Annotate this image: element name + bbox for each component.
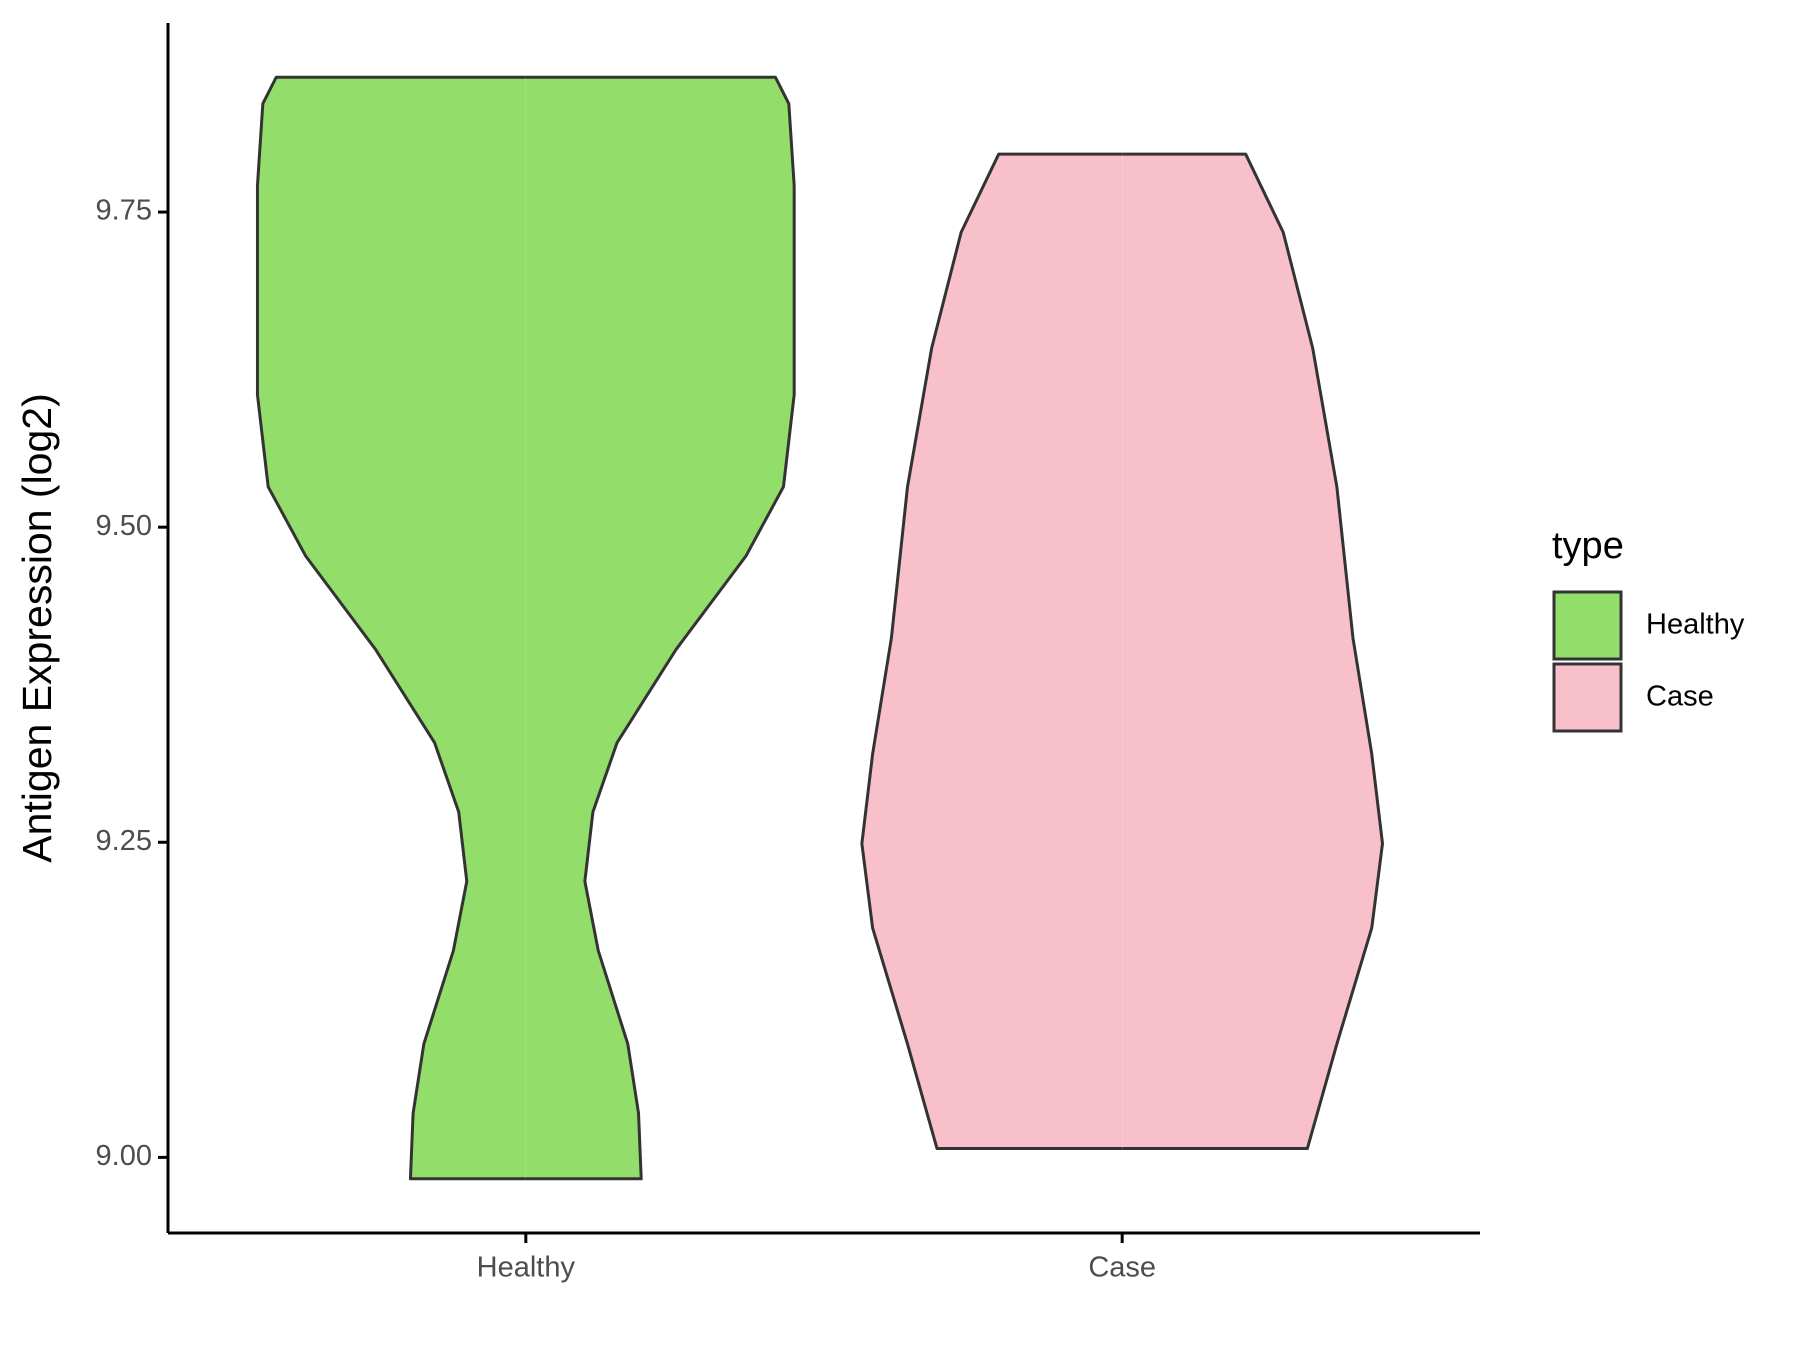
legend-label: Healthy bbox=[1646, 609, 1745, 641]
y-tick-label: 9.25 bbox=[96, 825, 152, 857]
violin-half bbox=[1122, 152, 1384, 1151]
violin-half bbox=[255, 75, 526, 1181]
y-tick-label: 9.75 bbox=[96, 195, 152, 227]
violin-half bbox=[860, 152, 1123, 1151]
violin-half bbox=[525, 75, 796, 1181]
legend-swatch bbox=[1552, 662, 1623, 733]
legend-title: type bbox=[1552, 525, 1624, 567]
x-tick-label: Case bbox=[1088, 1252, 1156, 1284]
y-tick-label: 9.00 bbox=[96, 1140, 152, 1172]
legend-swatch bbox=[1552, 590, 1623, 661]
legend-label: Case bbox=[1646, 681, 1714, 713]
x-tick-label: Healthy bbox=[477, 1252, 576, 1284]
y-tick-label: 9.50 bbox=[96, 510, 152, 542]
y-axis-title: Antigen Expression (log2) bbox=[14, 393, 60, 862]
